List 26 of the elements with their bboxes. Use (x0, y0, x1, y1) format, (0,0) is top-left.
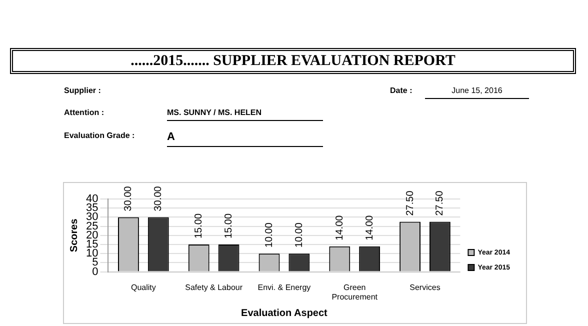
x-axis-title: Evaluation Aspect (241, 308, 328, 319)
data-label: 30.00 (153, 186, 164, 212)
text: June 15, 2016 (425, 86, 529, 99)
x-tick-label: Safety & Labour (185, 282, 243, 292)
y-tick-label: 0 (92, 266, 98, 278)
text: Date : (390, 86, 412, 95)
data-label: 15.00 (194, 213, 205, 238)
data-label: 30.00 (123, 186, 134, 212)
data-label: 15.00 (224, 213, 235, 238)
data-label: 10.00 (294, 222, 305, 248)
y-axis-title: Scores (68, 218, 80, 252)
x-tick-label: Envi. & Energy (258, 282, 311, 292)
data-label: 14.00 (364, 214, 376, 240)
x-tick-label: Services (410, 282, 440, 292)
x-tick-label: Quality (130, 282, 156, 292)
x-tick-label: Green Procurement (332, 282, 378, 302)
data-label: 27.50 (434, 190, 446, 216)
chart-title: ......2015....... SUPPLIER EVALUATION REPORT (10, 48, 576, 74)
data-label: 14.00 (334, 214, 346, 240)
text: Evaluation Grade : (64, 131, 135, 140)
text: Supplier : (64, 86, 101, 95)
text: A (167, 131, 323, 147)
data-label: 10.00 (264, 222, 276, 248)
text: MS. SUNNY / MS. HELEN (167, 108, 323, 121)
text: Attention : (64, 108, 104, 117)
data-label: 27.50 (404, 190, 416, 216)
